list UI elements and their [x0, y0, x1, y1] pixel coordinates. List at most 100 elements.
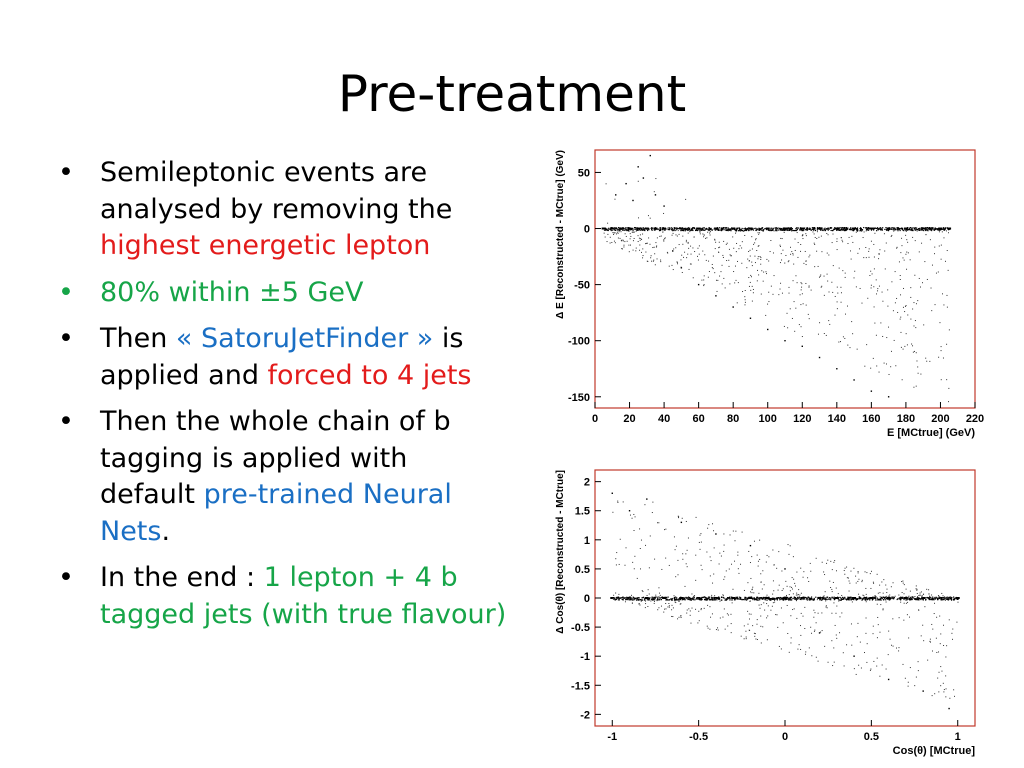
band-point: [833, 596, 835, 598]
band-point: [943, 598, 945, 601]
spread-point: [786, 312, 788, 314]
band-point: [756, 597, 758, 599]
spread-point: [751, 285, 753, 287]
spread-point: [656, 245, 658, 247]
spread-point: [678, 600, 680, 602]
band-point: [819, 597, 821, 600]
band-point: [651, 227, 653, 229]
spread-point: [719, 246, 721, 248]
band-point: [689, 597, 691, 600]
band-point: [691, 228, 693, 230]
spread-point: [723, 608, 725, 610]
spread-point: [876, 293, 878, 295]
band-point: [761, 229, 763, 231]
spread-point: [638, 217, 640, 219]
spread-point: [920, 635, 922, 637]
band-point: [793, 229, 795, 232]
band-point: [791, 599, 793, 601]
spread-point: [635, 228, 637, 230]
spread-point: [846, 566, 848, 568]
spread-point: [744, 598, 746, 600]
band-point: [745, 228, 747, 230]
spread-point: [767, 605, 769, 607]
spread-point: [776, 567, 778, 569]
spread-point: [905, 333, 907, 335]
band-point: [887, 229, 889, 231]
band-point: [851, 597, 853, 599]
spread-point: [677, 230, 679, 232]
spread-point: [782, 622, 784, 624]
band-point: [678, 598, 681, 600]
spread-point: [912, 308, 914, 310]
band-point: [736, 598, 739, 600]
spread-point: [844, 272, 846, 274]
band-point: [789, 599, 791, 601]
band-point: [855, 228, 857, 230]
band-point: [734, 228, 736, 230]
band-point: [700, 599, 702, 601]
band-point: [833, 597, 835, 600]
band-point: [908, 228, 910, 230]
spread-point: [613, 228, 615, 230]
spread-point: [656, 237, 658, 239]
spread-point: [688, 608, 690, 610]
band-point: [729, 228, 731, 230]
band-point: [626, 596, 628, 599]
spread-point: [873, 243, 875, 245]
band-point: [642, 227, 644, 229]
spread-point: [617, 232, 619, 234]
spread-point: [929, 239, 931, 241]
spread-point: [853, 567, 855, 569]
band-point: [881, 229, 883, 231]
spread-point: [761, 588, 763, 590]
spread-point: [800, 243, 802, 245]
spread-point: [864, 571, 866, 573]
spread-point: [789, 586, 791, 588]
spread-point: [704, 254, 706, 256]
spread-point: [905, 598, 907, 600]
band-point: [698, 229, 700, 231]
band-point: [748, 227, 750, 229]
spread-point: [778, 551, 780, 553]
band-point: [654, 597, 656, 599]
spread-point: [703, 236, 705, 238]
band-point: [929, 229, 931, 231]
spread-point: [786, 585, 788, 587]
band-point: [848, 596, 850, 598]
spread-point: [818, 276, 820, 278]
band-point: [647, 229, 649, 232]
band-point: [627, 229, 629, 231]
band-point: [692, 227, 694, 229]
band-point: [618, 599, 620, 601]
band-point: [902, 228, 904, 230]
band-point: [880, 599, 882, 601]
band-point: [717, 596, 720, 598]
spread-point: [715, 629, 717, 631]
bullet-text-segment: is applied and: [100, 323, 464, 391]
spread-point: [805, 651, 807, 653]
spread-point: [772, 252, 774, 254]
spread-point: [757, 597, 759, 599]
band-point: [718, 597, 720, 599]
band-point: [648, 597, 651, 600]
spread-point: [932, 596, 934, 598]
spread-point: [885, 363, 887, 365]
spread-point: [762, 230, 764, 232]
spread-point: [801, 235, 803, 237]
spread-point: [756, 280, 758, 282]
spread-point: [733, 247, 735, 249]
spread-point: [786, 594, 788, 596]
band-point: [906, 599, 908, 601]
spread-point: [751, 261, 753, 263]
band-point: [930, 227, 932, 229]
band-point: [717, 228, 719, 230]
band-point: [636, 597, 638, 599]
band-point: [660, 229, 662, 232]
band-point: [871, 598, 874, 601]
band-point: [888, 599, 890, 601]
spread-point: [882, 592, 884, 594]
spread-point: [902, 580, 904, 582]
spread-point: [899, 318, 901, 320]
spread-point: [947, 232, 949, 234]
spread-point: [868, 228, 870, 230]
